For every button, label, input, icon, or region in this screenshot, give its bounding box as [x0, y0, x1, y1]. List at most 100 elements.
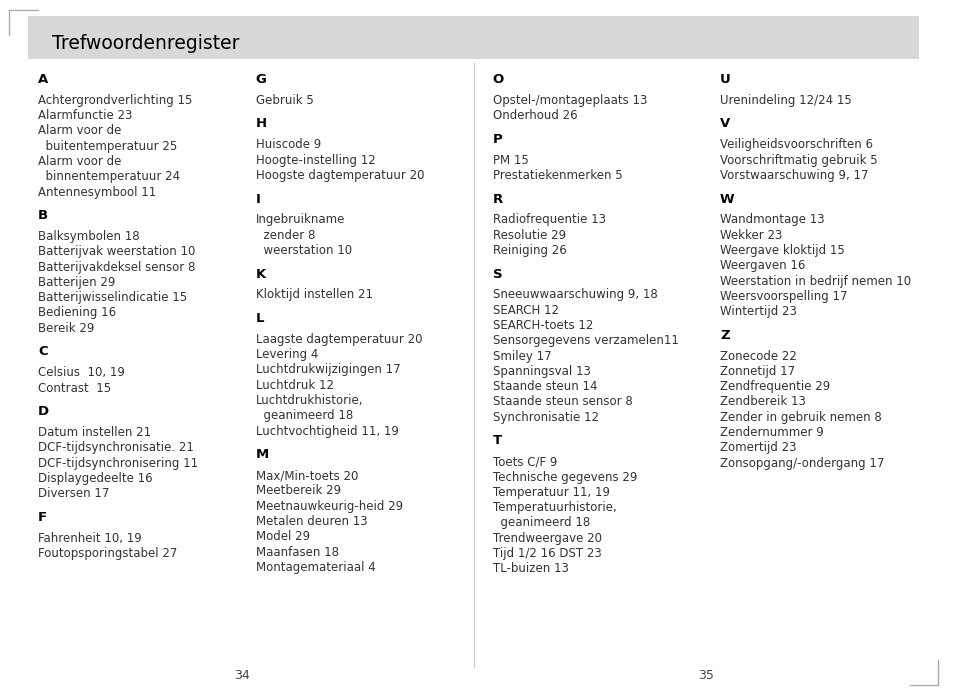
Text: geanimeerd 18: geanimeerd 18: [255, 409, 353, 423]
Text: Radiofrequentie 13: Radiofrequentie 13: [492, 213, 606, 227]
Text: Zendernummer 9: Zendernummer 9: [720, 426, 824, 439]
Text: Fahrenheit 10, 19: Fahrenheit 10, 19: [37, 532, 142, 545]
Text: Batterijvak weerstation 10: Batterijvak weerstation 10: [37, 245, 195, 259]
Text: Contrast  15: Contrast 15: [37, 382, 111, 395]
FancyBboxPatch shape: [29, 16, 919, 59]
Text: Weerstation in bedrijf nemen 10: Weerstation in bedrijf nemen 10: [720, 275, 911, 288]
Text: Huiscode 9: Huiscode 9: [255, 138, 321, 152]
Text: L: L: [255, 312, 264, 325]
Text: Onderhoud 26: Onderhoud 26: [492, 109, 577, 122]
Text: Alarm voor de: Alarm voor de: [37, 155, 121, 168]
Text: Alarm voor de: Alarm voor de: [37, 124, 121, 138]
Text: Wekker 23: Wekker 23: [720, 229, 782, 242]
Text: T: T: [492, 434, 502, 448]
Text: Zomertijd 23: Zomertijd 23: [720, 441, 797, 455]
Text: H: H: [255, 117, 267, 131]
Text: Laagste dagtemperatuur 20: Laagste dagtemperatuur 20: [255, 333, 422, 346]
Text: Z: Z: [720, 329, 730, 342]
Text: Weergave kloktijd 15: Weergave kloktijd 15: [720, 244, 845, 257]
Text: B: B: [37, 209, 48, 222]
Text: 34: 34: [233, 669, 250, 682]
Text: Balksymbolen 18: Balksymbolen 18: [37, 230, 139, 243]
Text: Urenindeling 12/24 15: Urenindeling 12/24 15: [720, 94, 852, 107]
Text: SEARCH 12: SEARCH 12: [492, 304, 559, 317]
Text: Zendbereik 13: Zendbereik 13: [720, 395, 806, 409]
Text: Metalen deuren 13: Metalen deuren 13: [255, 515, 368, 528]
Text: DCF-tijdsynchronisatie. 21: DCF-tijdsynchronisatie. 21: [37, 441, 194, 455]
Text: Resolutie 29: Resolutie 29: [492, 229, 565, 242]
Text: Smiley 17: Smiley 17: [492, 350, 551, 363]
Text: PM 15: PM 15: [492, 154, 528, 167]
Text: F: F: [37, 511, 47, 524]
Text: Temperatuurhistorie,: Temperatuurhistorie,: [492, 501, 616, 514]
Text: Antennesymbool 11: Antennesymbool 11: [37, 186, 156, 199]
Text: geanimeerd 18: geanimeerd 18: [492, 516, 589, 530]
Text: zender 8: zender 8: [255, 229, 315, 242]
Text: R: R: [492, 193, 503, 206]
Text: Foutopsporingstabel 27: Foutopsporingstabel 27: [37, 547, 178, 560]
Text: Montagemateriaal 4: Montagemateriaal 4: [255, 561, 375, 574]
Text: Gebruik 5: Gebruik 5: [255, 94, 314, 107]
Text: Levering 4: Levering 4: [255, 348, 318, 361]
Text: Tijd 1/2 16 DST 23: Tijd 1/2 16 DST 23: [492, 547, 601, 560]
Text: D: D: [37, 405, 49, 418]
Text: Vorstwaarschuwing 9, 17: Vorstwaarschuwing 9, 17: [720, 169, 869, 182]
Text: Meetnauwkeurig-heid 29: Meetnauwkeurig-heid 29: [255, 500, 403, 513]
Text: Wintertijd 23: Wintertijd 23: [720, 305, 797, 318]
Text: Zender in gebruik nemen 8: Zender in gebruik nemen 8: [720, 411, 882, 424]
Text: Ingebruikname: Ingebruikname: [255, 213, 346, 227]
Text: Batterijwisselindicatie 15: Batterijwisselindicatie 15: [37, 291, 187, 304]
Text: binnentemperatuur 24: binnentemperatuur 24: [37, 170, 180, 183]
Text: Trefwoordenregister: Trefwoordenregister: [52, 33, 240, 53]
Text: buitentemperatuur 25: buitentemperatuur 25: [37, 140, 178, 153]
Text: S: S: [492, 268, 502, 281]
Text: Zonsopgang/-ondergang 17: Zonsopgang/-ondergang 17: [720, 457, 884, 470]
Text: Maanfasen 18: Maanfasen 18: [255, 546, 339, 559]
Text: K: K: [255, 268, 266, 281]
Text: weerstation 10: weerstation 10: [255, 244, 352, 257]
Text: Voorschriftmatig gebruik 5: Voorschriftmatig gebruik 5: [720, 154, 877, 167]
Text: Staande steun sensor 8: Staande steun sensor 8: [492, 395, 633, 409]
Text: Alarmfunctie 23: Alarmfunctie 23: [37, 109, 132, 122]
Text: Max/Min-toets 20: Max/Min-toets 20: [255, 469, 358, 482]
Text: Displaygedeelte 16: Displaygedeelte 16: [37, 472, 153, 485]
Text: Synchronisatie 12: Synchronisatie 12: [492, 411, 599, 424]
Text: A: A: [37, 73, 48, 86]
Text: Toets C/F 9: Toets C/F 9: [492, 455, 557, 468]
Text: Opstel-/montageplaats 13: Opstel-/montageplaats 13: [492, 94, 647, 107]
Text: C: C: [37, 345, 48, 359]
Text: O: O: [492, 73, 504, 86]
Text: DCF-tijdsynchronisering 11: DCF-tijdsynchronisering 11: [37, 457, 198, 470]
Text: Bereik 29: Bereik 29: [37, 322, 94, 335]
Text: Datum instellen 21: Datum instellen 21: [37, 426, 151, 439]
Text: V: V: [720, 117, 731, 131]
Text: G: G: [255, 73, 267, 86]
Text: Achtergrondverlichting 15: Achtergrondverlichting 15: [37, 94, 192, 107]
Text: Sneeuwwaarschuwing 9, 18: Sneeuwwaarschuwing 9, 18: [492, 288, 658, 302]
Text: Wandmontage 13: Wandmontage 13: [720, 213, 825, 227]
Text: Spanningsval 13: Spanningsval 13: [492, 365, 590, 378]
Text: Bediening 16: Bediening 16: [37, 306, 116, 320]
Text: Luchtdrukhistorie,: Luchtdrukhistorie,: [255, 394, 363, 407]
Text: Batterijvakdeksel sensor 8: Batterijvakdeksel sensor 8: [37, 261, 195, 274]
Text: Luchtdrukwijzigingen 17: Luchtdrukwijzigingen 17: [255, 363, 400, 377]
Text: Hoogte-instelling 12: Hoogte-instelling 12: [255, 154, 375, 167]
Text: Prestatiekenmerken 5: Prestatiekenmerken 5: [492, 169, 622, 182]
Text: TL-buizen 13: TL-buizen 13: [492, 562, 568, 575]
Text: I: I: [255, 193, 261, 206]
Text: Batterijen 29: Batterijen 29: [37, 276, 115, 289]
Text: Staande steun 14: Staande steun 14: [492, 380, 597, 393]
Text: U: U: [720, 73, 731, 86]
Text: 35: 35: [698, 669, 714, 682]
Text: Weersvoorspelling 17: Weersvoorspelling 17: [720, 290, 848, 303]
Text: SEARCH-toets 12: SEARCH-toets 12: [492, 319, 593, 332]
Text: Kloktijd instellen 21: Kloktijd instellen 21: [255, 288, 372, 302]
Text: Temperatuur 11, 19: Temperatuur 11, 19: [492, 486, 610, 499]
Text: Zendfrequentie 29: Zendfrequentie 29: [720, 380, 830, 393]
Text: Meetbereik 29: Meetbereik 29: [255, 484, 341, 498]
Text: Luchtdruk 12: Luchtdruk 12: [255, 379, 334, 392]
Text: Zonnetijd 17: Zonnetijd 17: [720, 365, 795, 378]
Text: Sensorgegevens verzamelen11: Sensorgegevens verzamelen11: [492, 334, 679, 348]
Text: M: M: [255, 448, 269, 461]
Text: W: W: [720, 193, 734, 206]
